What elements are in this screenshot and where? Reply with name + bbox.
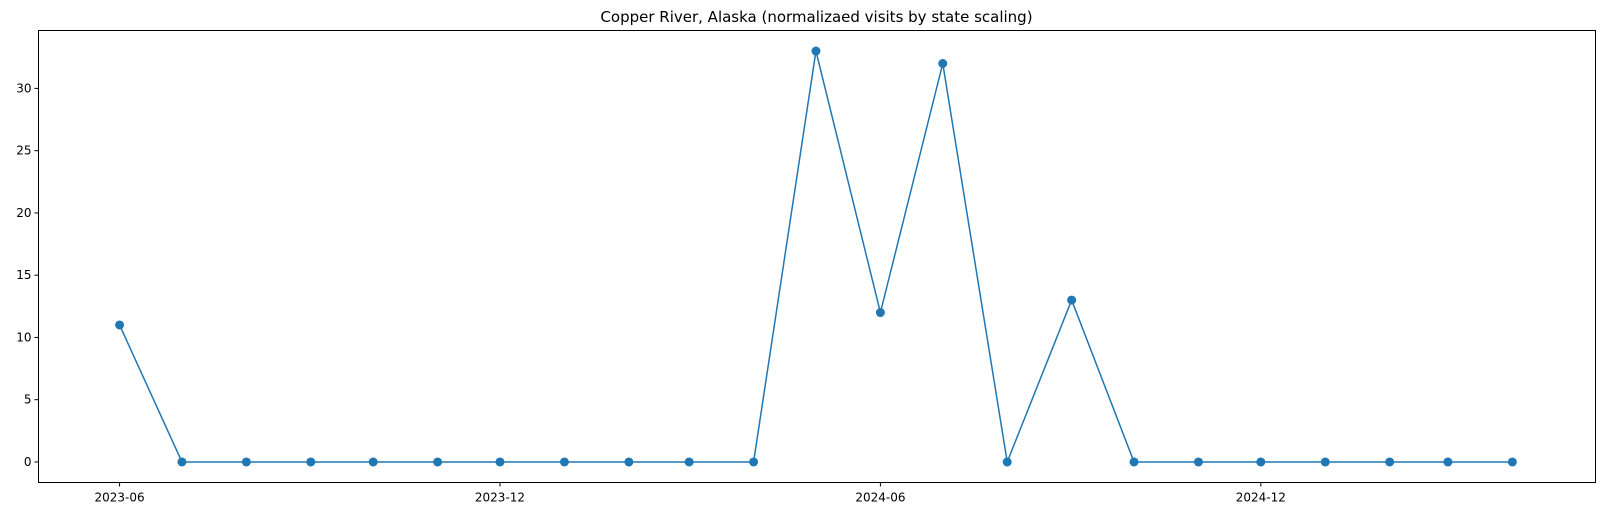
- y-tick-label: 20: [16, 206, 31, 220]
- plot-frame: [38, 30, 1596, 483]
- data-point: [875, 308, 885, 318]
- data-point: [559, 457, 569, 467]
- data-point: [684, 457, 694, 467]
- series-line: [118, 50, 1513, 463]
- x-tick-label: 2023-12: [475, 491, 525, 505]
- y-tick-label: 0: [24, 455, 32, 469]
- data-point: [306, 457, 316, 467]
- data-point: [1320, 457, 1330, 467]
- data-point: [1507, 457, 1517, 467]
- data-point: [115, 320, 125, 330]
- data-point: [624, 457, 634, 467]
- y-tick-label: 15: [16, 268, 31, 282]
- y-tick-label: 25: [16, 144, 31, 158]
- y-tick-label: 10: [16, 330, 31, 344]
- data-point: [811, 46, 821, 56]
- y-tick-label: 5: [24, 393, 32, 407]
- x-tick-label: 2023-06: [95, 491, 145, 505]
- x-tick-label: 2024-06: [855, 491, 905, 505]
- data-point: [1129, 457, 1139, 467]
- data-point: [749, 457, 759, 467]
- y-tick-label: 30: [16, 81, 31, 95]
- data-point: [433, 457, 443, 467]
- data-point: [938, 58, 948, 68]
- data-point: [1067, 295, 1077, 305]
- data-point: [241, 457, 251, 467]
- data-point: [368, 457, 378, 467]
- data-point: [1193, 457, 1203, 467]
- data-point: [495, 457, 505, 467]
- plot-area: 2023-06 2023-12 2024-06 2024-12 0 5 10 15 20 25 30: [16, 46, 1517, 505]
- data-point: [1443, 457, 1453, 467]
- data-point: [177, 457, 187, 467]
- x-tick-label: 2024-12: [1236, 491, 1286, 505]
- data-point: [1385, 457, 1395, 467]
- data-point: [1256, 457, 1266, 467]
- chart-title: Copper River, Alaska (normalizaed visits…: [600, 8, 1032, 26]
- data-point: [1002, 457, 1012, 467]
